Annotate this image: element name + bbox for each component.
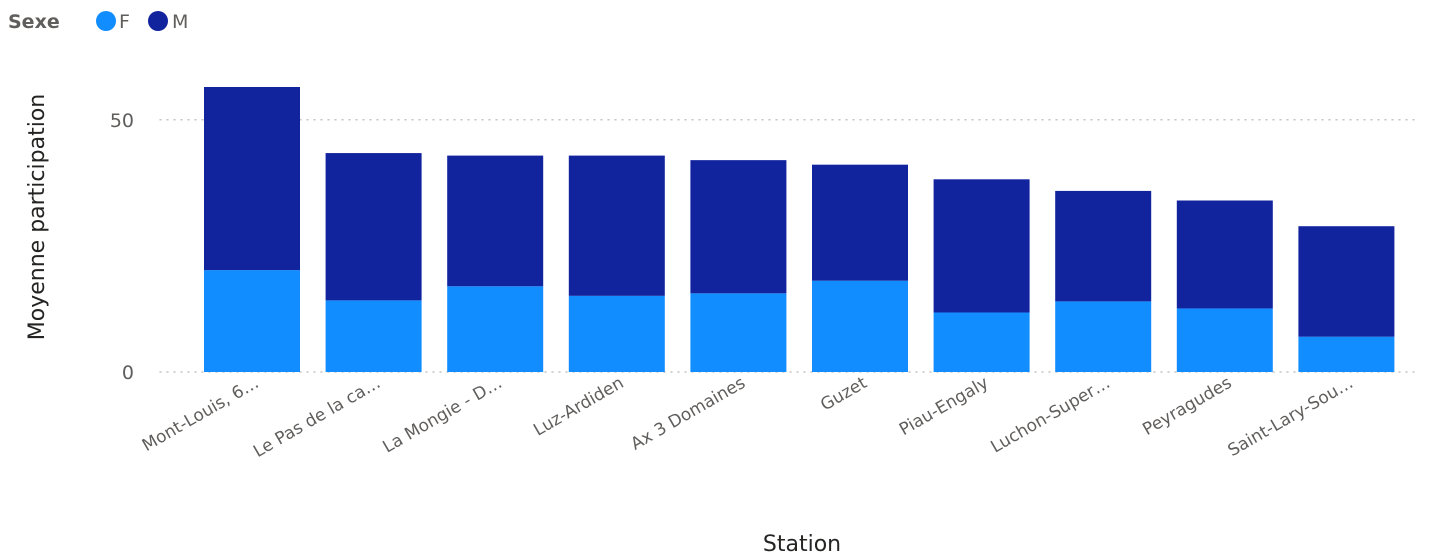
x-category-label: Luz-Ardiden [530,373,627,441]
bar-f-7[interactable] [1055,301,1152,372]
bar-f-1[interactable] [325,300,422,372]
bar-f-5[interactable] [812,280,908,372]
bar-m-3[interactable] [568,155,665,296]
legend-label-f[interactable]: F [119,11,130,33]
bars [204,87,1395,372]
x-category-label: La Mongie - D… [380,373,506,457]
y-axis-title: Moyenne participation [25,94,50,340]
bar-m-2[interactable] [447,155,544,287]
bar-f-3[interactable] [568,295,665,372]
bar-m-6[interactable] [933,179,1030,313]
x-category-label: Piau-Engaly [896,373,992,440]
legend-label-m[interactable]: M [172,11,188,33]
x-category-label: Guzet [817,373,871,415]
bar-f-6[interactable] [933,312,1030,372]
legend-marker-m[interactable] [148,11,168,31]
legend: Sexe F M [8,11,188,33]
bar-m-8[interactable] [1176,200,1273,309]
bar-m-1[interactable] [325,153,422,301]
legend-marker-f[interactable] [96,11,116,31]
y-tick-label: 0 [122,362,134,384]
x-axis-title: Station [763,532,841,557]
bar-f-0[interactable] [204,270,300,372]
bar-m-0[interactable] [204,87,300,271]
bar-f-4[interactable] [690,293,787,372]
bar-f-2[interactable] [447,286,544,372]
x-category-label: Le Pas de la ca… [250,373,384,462]
x-category-label: Saint-Lary-Sou… [1225,373,1357,461]
bar-f-9[interactable] [1298,336,1395,372]
bar-m-5[interactable] [812,164,908,281]
x-category-label: Mont-Louis, 6… [139,373,263,456]
legend-title: Sexe [8,11,60,33]
bar-f-8[interactable] [1176,308,1273,372]
x-axis-category-labels: Mont-Louis, 6…Le Pas de la ca…La Mongie … [139,373,1357,462]
x-category-label: Luchon-Super… [987,373,1113,457]
bar-m-7[interactable] [1055,190,1152,302]
x-category-label: Peyragudes [1139,373,1235,440]
bar-m-4[interactable] [690,160,787,294]
bar-m-9[interactable] [1298,226,1395,337]
y-tick-label: 50 [110,110,134,132]
y-axis-ticks: 0 50 [110,110,134,384]
x-category-label: Ax 3 Domaines [628,373,749,455]
